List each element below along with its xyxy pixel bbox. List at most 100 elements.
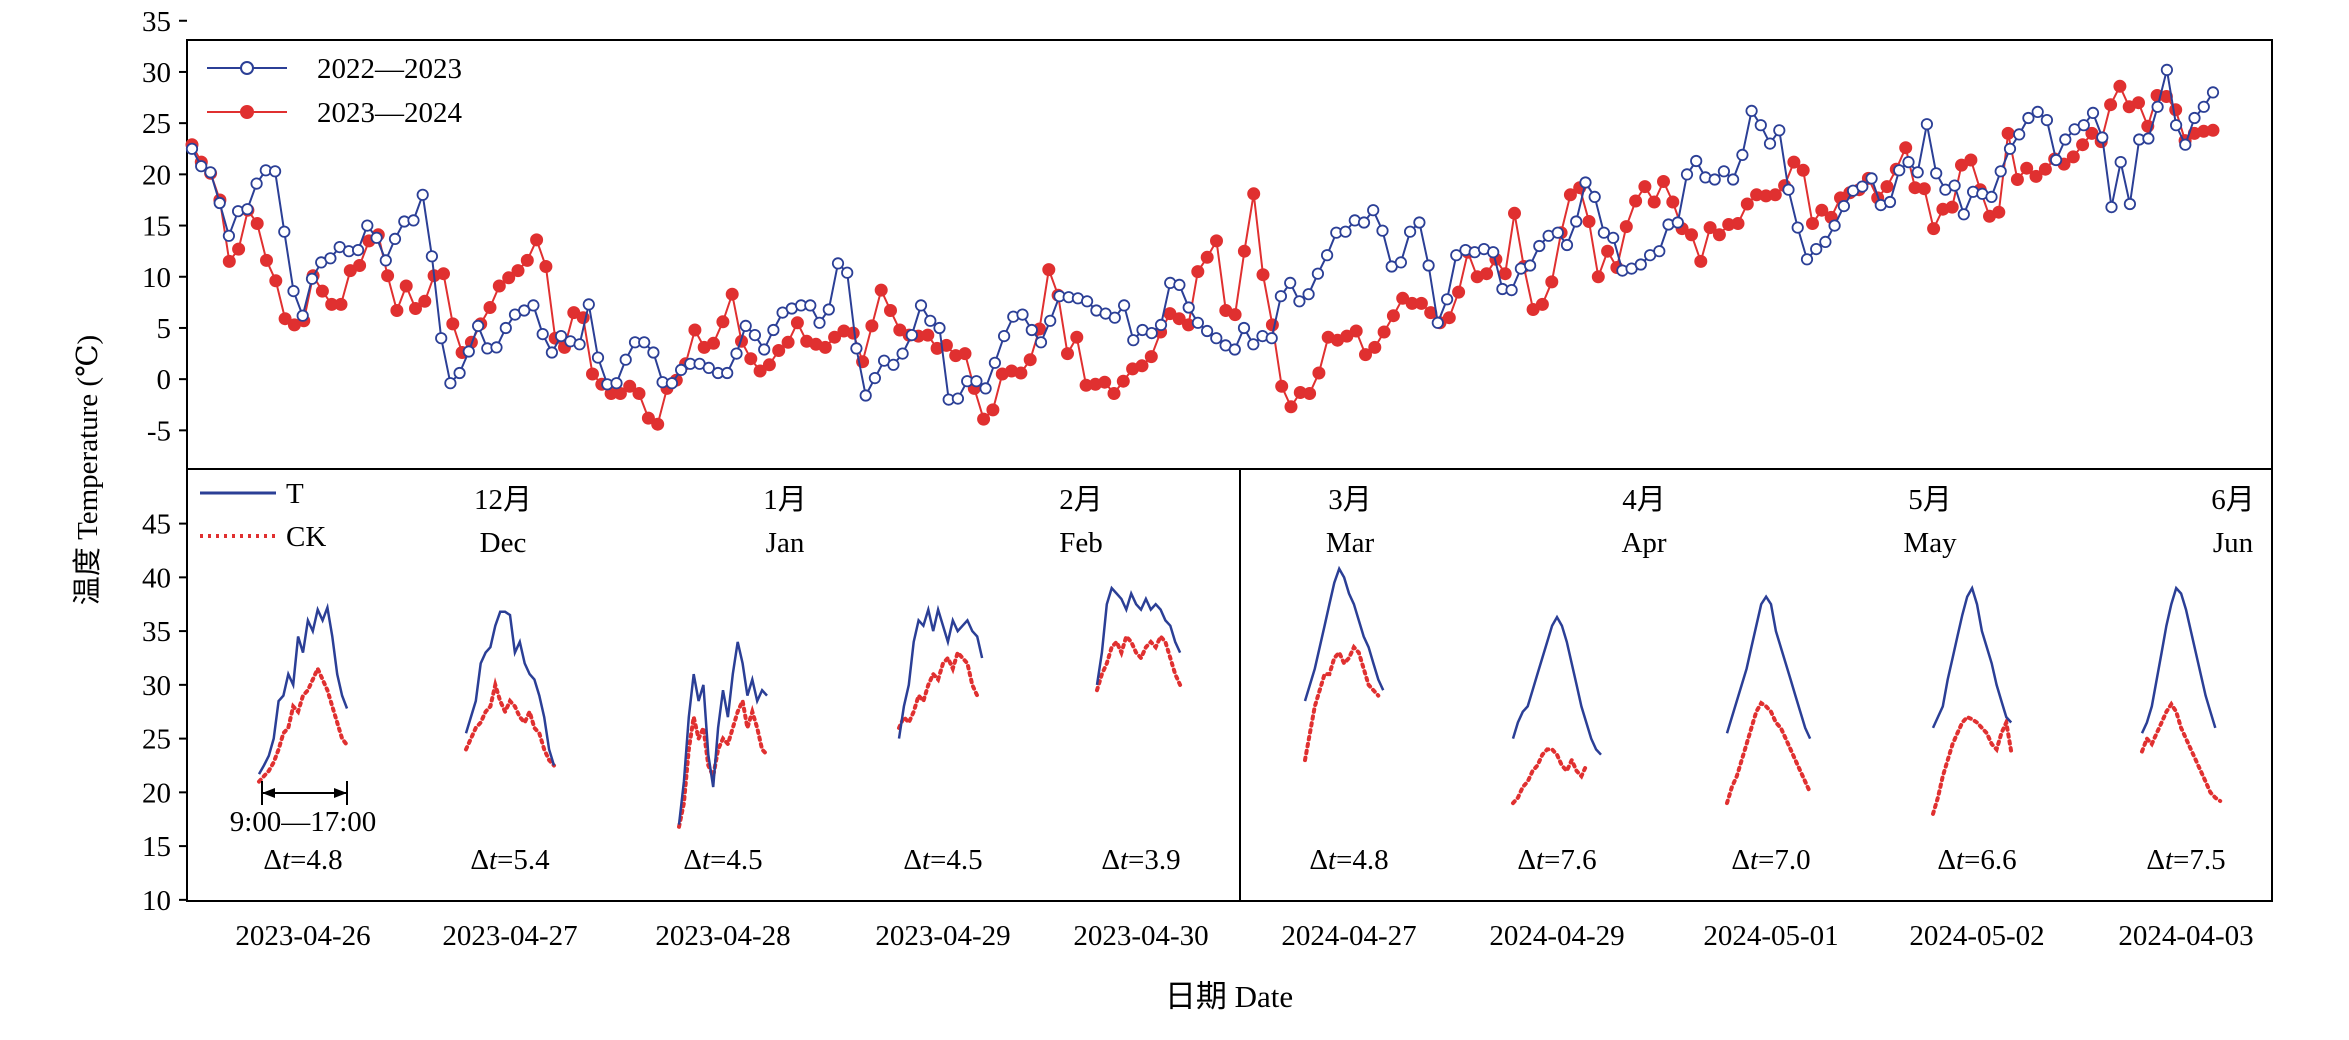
data-point-2022-2023	[2206, 86, 2220, 99]
data-point-2022-2023	[1810, 243, 1823, 256]
data-point-2023-2024	[781, 335, 795, 349]
data-point-2022-2023	[1108, 311, 1121, 324]
lower-series-layer	[257, 565, 2223, 829]
delta-t-label: Δt=4.5	[683, 844, 762, 876]
data-point-2022-2023	[1173, 278, 1186, 291]
data-point-2022-2023	[1034, 336, 1048, 349]
month-label-en: May	[1903, 527, 1957, 559]
data-point-2022-2023	[831, 257, 845, 270]
lower-ytick-label: 25	[142, 724, 171, 756]
data-point-2023-2024	[1563, 188, 1577, 202]
data-point-2022-2023	[914, 299, 928, 312]
data-point-2022-2023	[1357, 216, 1371, 229]
ck-curve-2023-04-26	[257, 663, 349, 784]
date-label: 2024-05-01	[1703, 920, 1838, 952]
data-point-2023-2024	[1452, 285, 1466, 299]
data-point-2023-2024	[1442, 311, 1456, 325]
data-point-2022-2023	[287, 284, 300, 298]
lower-ytick-label: 20	[142, 777, 171, 809]
data-point-2022-2023	[1127, 334, 1140, 347]
date-label: 2023-04-29	[875, 920, 1010, 952]
data-point-2023-2024	[1787, 155, 1801, 169]
data-point-2023-2024	[1666, 195, 1680, 209]
data-point-2023-2024	[1284, 400, 1298, 414]
data-point-2022-2023	[1394, 256, 1408, 269]
data-point-2023-2024	[2010, 173, 2024, 186]
data-point-2023-2024	[1144, 350, 1158, 364]
y-axis-title: 温度 Temperature (℃)	[71, 335, 104, 605]
data-point-2023-2024	[1796, 163, 1810, 177]
data-point-2022-2023	[674, 363, 688, 376]
data-point-2023-2024	[1927, 222, 1941, 236]
data-point-2022-2023	[453, 366, 466, 380]
data-point-2022-2023	[1736, 148, 1749, 161]
data-point-2023-2024	[446, 317, 460, 331]
month-label-zh: 2月	[1059, 484, 1103, 516]
data-point-2023-2024	[1349, 324, 1363, 338]
data-point-2023-2024	[399, 279, 413, 293]
data-point-2022-2023	[1025, 323, 1038, 337]
data-point-2022-2023	[1560, 238, 1574, 252]
data-point-2023-2024	[381, 269, 395, 283]
data-point-2022-2023	[1274, 290, 1288, 303]
data-point-2023-2024	[1638, 180, 1652, 194]
legend-marker-2023-2024	[240, 105, 254, 119]
data-point-2022-2023	[2151, 100, 2164, 113]
data-point-2022-2023	[1948, 179, 1961, 192]
data-point-2022-2023	[370, 231, 383, 244]
data-point-2022-2023	[1800, 253, 1814, 266]
data-point-2022-2023	[1376, 224, 1389, 237]
lower-legend: T CK	[200, 478, 326, 553]
data-point-2022-2023	[416, 188, 429, 201]
data-point-2022-2023	[388, 232, 402, 245]
data-point-2022-2023	[1717, 165, 1731, 178]
data-point-2022-2023	[213, 196, 226, 210]
data-point-2022-2023	[619, 353, 632, 366]
data-point-2022-2023	[813, 316, 826, 329]
t-curve-2023-04-30	[1095, 585, 1182, 686]
data-point-2023-2024	[1070, 330, 1084, 344]
data-point-2023-2024	[1498, 267, 1512, 281]
ck-curve-2023-04-30	[1095, 632, 1183, 693]
ck-curve-2023-04-28	[677, 694, 769, 829]
data-point-2022-2023	[767, 323, 780, 337]
data-point-2022-2023	[896, 347, 909, 360]
data-point-2023-2024	[1694, 254, 1708, 268]
data-point-2023-2024	[1386, 309, 1400, 323]
data-point-2023-2024	[884, 304, 897, 317]
data-point-2022-2023	[1930, 167, 1943, 180]
data-point-2022-2023	[2050, 153, 2063, 167]
data-point-2022-2023	[610, 377, 623, 390]
data-point-2023-2024	[2029, 169, 2043, 183]
data-point-2023-2024	[818, 340, 832, 354]
delta-t-label: Δt=4.8	[1309, 844, 1388, 876]
data-point-2022-2023	[471, 319, 485, 332]
data-point-2023-2024	[1703, 221, 1717, 235]
data-point-2022-2023	[2123, 197, 2136, 211]
data-point-2023-2024	[977, 412, 991, 426]
data-point-2022-2023	[1210, 332, 1223, 345]
data-point-2023-2024	[539, 260, 553, 273]
legend-label-CK: CK	[286, 521, 326, 553]
data-point-2023-2024	[1014, 366, 1028, 380]
data-point-2022-2023	[868, 371, 882, 385]
data-point-2023-2024	[1880, 180, 1894, 194]
data-point-2022-2023	[1081, 295, 1094, 308]
data-point-2023-2024	[1116, 374, 1130, 388]
data-point-2023-2024	[1806, 217, 1819, 230]
data-point-2022-2023	[1145, 326, 1158, 340]
legend-label-T: T	[286, 478, 304, 510]
data-point-2023-2024	[2104, 98, 2118, 112]
t-curve-2024-04-27	[1303, 565, 1385, 702]
data-point-2022-2023	[1607, 231, 1620, 244]
data-point-2022-2023	[887, 358, 900, 371]
data-point-2022-2023	[822, 303, 835, 316]
data-point-2023-2024	[1768, 188, 1782, 202]
data-point-2022-2023	[804, 299, 817, 312]
data-point-2022-2023	[1182, 301, 1195, 314]
data-point-2023-2024	[2038, 162, 2052, 176]
t-curve-2024-05-02	[1931, 584, 2013, 729]
data-point-2022-2023	[739, 319, 752, 332]
data-point-2023-2024	[874, 283, 888, 297]
data-point-2023-2024	[232, 242, 246, 256]
